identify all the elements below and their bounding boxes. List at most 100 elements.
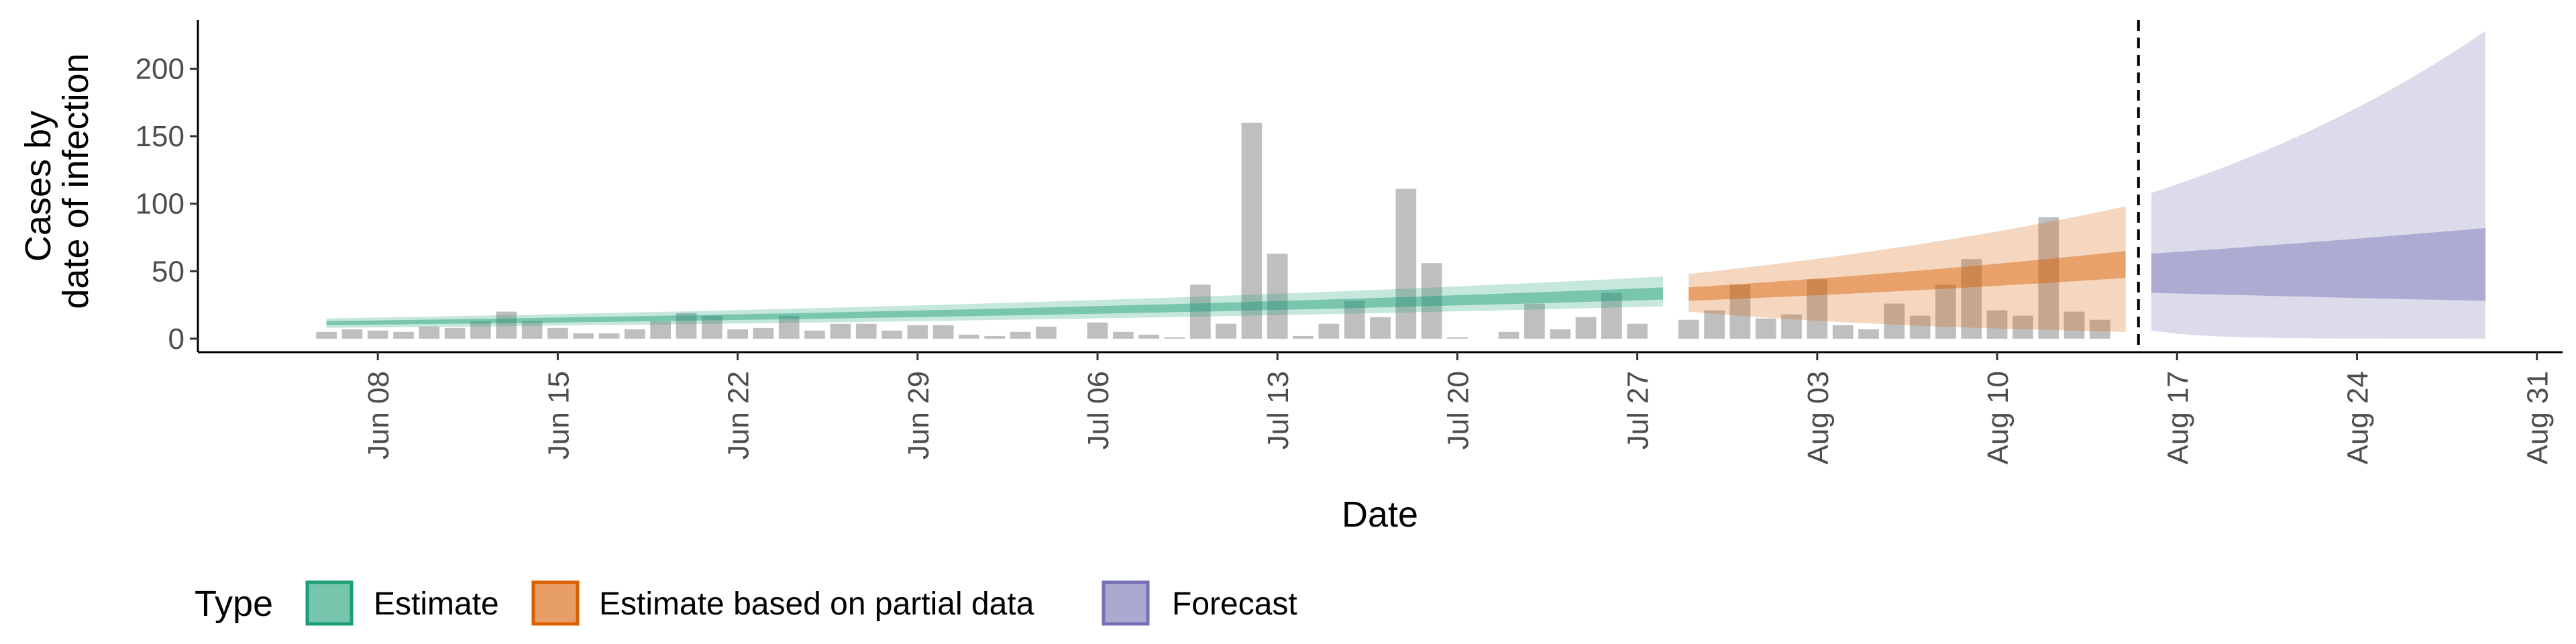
observed-case-bar [881, 330, 902, 339]
y-tick-label: 0 [168, 323, 184, 356]
observed-case-bar [1550, 329, 1571, 339]
observed-case-bar [2090, 319, 2110, 339]
estimate-inner-band [326, 287, 1664, 325]
observed-case-bar [1755, 318, 1776, 339]
y-axis-title: Cases by date of infection [18, 53, 96, 309]
observed-case-bar [573, 333, 594, 339]
observed-case-bar [753, 327, 774, 339]
legend-title: Type [195, 584, 273, 624]
observed-case-bar [1267, 254, 1288, 339]
observed-case-bar [1781, 314, 1802, 339]
x-tick-label: Aug 17 [2161, 371, 2194, 464]
observed-case-bar [547, 327, 568, 339]
x-axis-title: Date [1342, 494, 1418, 535]
x-tick-label: Jul 27 [1622, 371, 1655, 449]
observed-case-bar [1164, 337, 1185, 339]
x-tick-label: Jul 06 [1082, 371, 1115, 449]
observed-case-bar [1601, 292, 1622, 339]
y-tick-label: 100 [136, 188, 184, 221]
observed-case-bar [1986, 310, 2008, 339]
observed-case-bar [1884, 303, 1905, 339]
x-tick-label: Jun 29 [902, 371, 935, 460]
observed-case-bar [1318, 323, 1340, 339]
observed-case-bar [496, 311, 517, 339]
observed-case-bar [419, 326, 440, 339]
observed-case-bar [1935, 284, 1956, 339]
observed-case-bar [1036, 326, 1057, 339]
x-tick-label: Aug 03 [1802, 371, 1835, 464]
legend-key-forecast [1102, 580, 1150, 626]
observed-case-bar [1704, 310, 1725, 339]
observed-case-bar [778, 315, 800, 339]
x-axis-ticks: Jun 08 Jun 15 Jun 22 Jun 29 Jul 06 Jul 13 Jul … [362, 352, 2555, 464]
observed-case-bar [444, 327, 466, 339]
observed-case-bar [625, 329, 645, 339]
legend-key-estimate [305, 580, 354, 626]
legend-label-estimate: Estimate [374, 586, 499, 622]
observed-case-bar [521, 321, 543, 339]
y-axis-title-line-1: Cases by [18, 111, 58, 262]
estimate-outer-band [326, 276, 1664, 328]
observed-case-bar [2012, 315, 2033, 339]
observed-case-bar [984, 335, 1006, 339]
forecast-outer-band [2151, 31, 2486, 339]
x-tick-label: Jul 20 [1442, 371, 1474, 449]
observed-case-bar [1010, 331, 1031, 339]
observed-case-bar [1447, 337, 1468, 339]
observed-case-bar [1832, 325, 1854, 339]
observed-case-bar [727, 329, 748, 339]
y-tick-label: 200 [136, 52, 184, 85]
forecast-inner-band [2151, 227, 2486, 301]
observed-case-bar [907, 325, 928, 339]
observed-case-bar [341, 329, 363, 339]
legend-key-partial [531, 580, 580, 626]
observed-case-bar [1858, 329, 1879, 339]
observed-case-bar [855, 323, 877, 339]
observed-case-bar [650, 321, 671, 339]
observed-case-bar [367, 330, 388, 339]
observed-case-bar [316, 331, 337, 339]
observed-case-bar [2038, 217, 2059, 339]
observed-case-bar [1807, 279, 1828, 339]
observed-case-bar [1190, 284, 1211, 339]
x-tick-label: Jun 22 [722, 371, 755, 460]
observed-case-bar [830, 323, 851, 339]
x-tick-label: Aug 24 [2341, 371, 2374, 464]
observed-case-bar [804, 330, 825, 339]
y-tick-label: 50 [152, 255, 184, 288]
observed-case-bar [1678, 319, 1699, 339]
observed-case-bar [959, 334, 979, 339]
observed-case-bar [676, 313, 697, 339]
legend: Type Estimate Estimate based on partial … [195, 580, 1297, 626]
observed-case-bar [1627, 323, 1648, 339]
observed-case-bar [1113, 331, 1134, 339]
observed-case-bar [470, 321, 491, 339]
observed-case-bar [393, 331, 414, 339]
observed-case-bar [1909, 315, 1931, 339]
observed-case-bar [1498, 331, 1519, 339]
y-tick-label: 150 [136, 120, 184, 153]
observed-case-bar [1087, 322, 1108, 339]
observed-case-bar [1370, 317, 1391, 339]
legend-label-forecast: Forecast [1172, 586, 1297, 622]
observed-case-bar [1961, 259, 1982, 339]
partial-estimate-outer-band [1688, 206, 2126, 332]
partial-estimate-inner-band [1688, 251, 2126, 301]
observed-case-bar [1729, 284, 1751, 339]
x-tick-label: Jun 15 [542, 371, 575, 460]
observed-case-bar [1241, 122, 1263, 339]
observed-case-bar [1395, 189, 1417, 339]
observed-case-bar [1421, 263, 1442, 339]
y-axis-ticks: 0 50 100 150 200 [136, 52, 198, 356]
x-tick-label: Aug 31 [2522, 371, 2555, 464]
observed-case-bar [1293, 335, 1313, 339]
observed-case-bar [932, 325, 954, 339]
observed-case-bar [1344, 301, 1365, 339]
observed-case-bar [1575, 317, 1597, 339]
x-tick-label: Aug 10 [1982, 371, 2015, 464]
observed-case-bar [702, 315, 722, 339]
observed-case-bar [2063, 311, 2085, 339]
observed-case-bar [1216, 323, 1236, 339]
x-tick-label: Jul 13 [1262, 371, 1295, 449]
